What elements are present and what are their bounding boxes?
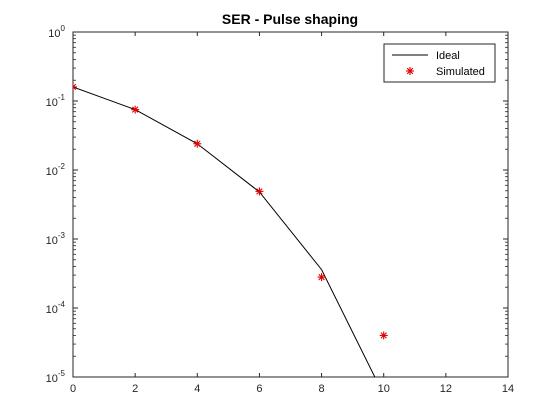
legend-box: [383, 43, 496, 83]
x-tick-label: 10: [378, 383, 390, 395]
x-tick-label: 14: [502, 383, 514, 395]
chart-title: SER - Pulse shaping: [222, 11, 358, 27]
y-axis: 100 10-1 10-2 10-3 10-4 10-5: [46, 24, 508, 385]
y-tick-label: 10-3: [46, 231, 66, 247]
simulated-point: [379, 331, 388, 340]
plot-area: [72, 31, 509, 378]
x-tick-label: 6: [256, 383, 262, 395]
simulated-point: [255, 187, 264, 196]
y-tick-label: 10-1: [46, 93, 66, 109]
legend-marker-swatch: [406, 67, 414, 75]
x-axis: 0 2 4 6 8 10 12 14: [70, 32, 514, 395]
y-tick-label: 100: [48, 24, 65, 40]
series-line-ideal: [73, 86, 376, 377]
series-layer: [73, 82, 388, 377]
x-tick-label: 0: [70, 383, 76, 395]
y-tick-label: 10-2: [46, 162, 66, 178]
simulated-point: [73, 82, 77, 91]
simulated-point: [193, 139, 202, 148]
y-tick-label: 10-4: [46, 300, 66, 316]
legend: Ideal Simulated: [383, 43, 496, 83]
x-tick-label: 12: [440, 383, 452, 395]
x-tick-label: 2: [132, 383, 138, 395]
y-tick-label: 10-5: [46, 369, 66, 385]
x-tick-label: 8: [319, 383, 325, 395]
legend-label: Ideal: [436, 50, 460, 62]
simulated-point: [131, 105, 140, 114]
simulated-point: [317, 273, 326, 282]
legend-label: Simulated: [436, 66, 485, 78]
x-tick-label: 4: [194, 383, 200, 395]
